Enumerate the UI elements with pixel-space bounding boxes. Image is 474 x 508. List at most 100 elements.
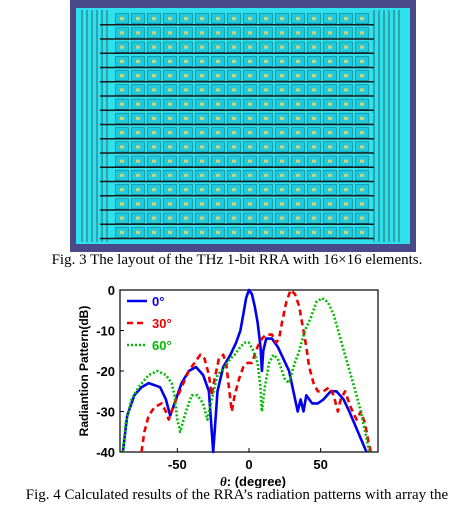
unit-cell-switch <box>280 74 284 78</box>
unit-cell-switch <box>184 45 188 49</box>
layout-left-frame <box>70 8 76 244</box>
unit-cell-switch <box>312 116 316 120</box>
unit-cell-switch <box>168 59 172 63</box>
unit-cell-switch <box>232 145 236 149</box>
unit-cell-switch <box>312 59 316 63</box>
unit-cell-switch <box>312 131 316 135</box>
unit-cell-switch <box>120 31 124 35</box>
unit-cell-switch <box>264 74 268 78</box>
unit-cell-switch <box>120 74 124 78</box>
unit-cell-switch <box>152 145 156 149</box>
unit-cell-switch <box>200 159 204 163</box>
unit-cell-switch <box>280 159 284 163</box>
unit-cell-switch <box>264 59 268 63</box>
unit-cell-switch <box>136 159 140 163</box>
unit-cell-switch <box>248 202 252 206</box>
unit-cell-switch <box>216 59 220 63</box>
unit-cell-switch <box>120 230 124 234</box>
unit-cell-switch <box>360 45 364 49</box>
unit-cell-switch <box>216 102 220 106</box>
unit-cell-switch <box>312 102 316 106</box>
unit-cell-switch <box>344 31 348 35</box>
unit-cell-switch <box>280 216 284 220</box>
unit-cell-switch <box>152 116 156 120</box>
unit-cell-switch <box>328 116 332 120</box>
unit-cell-switch <box>360 17 364 21</box>
unit-cell-switch <box>344 188 348 192</box>
unit-cell-switch <box>200 188 204 192</box>
unit-cell-switch <box>248 116 252 120</box>
unit-cell-switch <box>200 17 204 21</box>
series-line-0 <box>121 288 368 454</box>
unit-cell-switch <box>360 74 364 78</box>
unit-cell-switch <box>152 102 156 106</box>
unit-cell-switch <box>360 159 364 163</box>
unit-cell-switch <box>232 59 236 63</box>
radiation-pattern-chart: -50 0 50 0 -10 -20 -30 -40 θ: (degree) Radiantion… <box>77 283 379 488</box>
unit-cell-switch <box>248 31 252 35</box>
unit-cell-switch <box>296 74 300 78</box>
unit-cell-switch <box>344 116 348 120</box>
unit-cell-switch <box>168 188 172 192</box>
unit-cell-switch <box>136 173 140 177</box>
unit-cell-switch <box>216 159 220 163</box>
unit-cell-switch <box>136 102 140 106</box>
unit-cell-switch <box>136 88 140 92</box>
unit-cell-switch <box>168 230 172 234</box>
unit-cell-switch <box>232 202 236 206</box>
unit-cell-switch <box>248 145 252 149</box>
unit-cell-switch <box>168 159 172 163</box>
unit-cell-switch <box>232 188 236 192</box>
unit-cell-switch <box>184 74 188 78</box>
unit-cell-switch <box>184 188 188 192</box>
unit-cell-switch <box>200 173 204 177</box>
unit-cell-switch <box>200 116 204 120</box>
unit-cell-switch <box>312 45 316 49</box>
unit-cell-switch <box>280 188 284 192</box>
unit-cell-switch <box>184 88 188 92</box>
unit-cell-switch <box>136 116 140 120</box>
unit-cell-switch <box>152 131 156 135</box>
unit-cell-switch <box>296 159 300 163</box>
unit-cell-switch <box>280 88 284 92</box>
unit-cell-switch <box>232 31 236 35</box>
layout-bottom-frame <box>70 244 416 252</box>
unit-cell-switch <box>344 88 348 92</box>
unit-cell-switch <box>344 216 348 220</box>
unit-cell-switch <box>168 31 172 35</box>
unit-cell-switch <box>296 173 300 177</box>
unit-cell-switch <box>344 59 348 63</box>
unit-cell-switch <box>200 45 204 49</box>
unit-cell-switch <box>136 145 140 149</box>
unit-cell-switch <box>152 17 156 21</box>
unit-cell-switch <box>248 216 252 220</box>
unit-cell-switch <box>168 74 172 78</box>
unit-cell-switch <box>264 230 268 234</box>
unit-cell-switch <box>152 173 156 177</box>
unit-cell-switch <box>200 202 204 206</box>
unit-cell-switch <box>200 59 204 63</box>
unit-cell-switch <box>200 88 204 92</box>
unit-cell-switch <box>328 102 332 106</box>
unit-cell-switch <box>280 59 284 63</box>
unit-cell-switch <box>264 188 268 192</box>
unit-cell-switch <box>136 188 140 192</box>
unit-cell-switch <box>328 31 332 35</box>
unit-cell-switch <box>120 88 124 92</box>
unit-cell-switch <box>152 159 156 163</box>
unit-cell-switch <box>264 131 268 135</box>
unit-cell-switch <box>280 145 284 149</box>
unit-cell-switch <box>344 230 348 234</box>
unit-cell-switch <box>184 31 188 35</box>
unit-cell-switch <box>216 31 220 35</box>
unit-cell-switch <box>136 45 140 49</box>
unit-cell-switch <box>136 74 140 78</box>
unit-cell-switch <box>248 59 252 63</box>
y-tick-label: -40 <box>96 445 115 460</box>
unit-cell-switch <box>168 102 172 106</box>
unit-cell-switch <box>216 116 220 120</box>
unit-cell-switch <box>312 188 316 192</box>
chart-legend: 0° 30° 60° <box>127 294 172 353</box>
unit-cell-switch <box>200 102 204 106</box>
unit-cell-switch <box>232 88 236 92</box>
